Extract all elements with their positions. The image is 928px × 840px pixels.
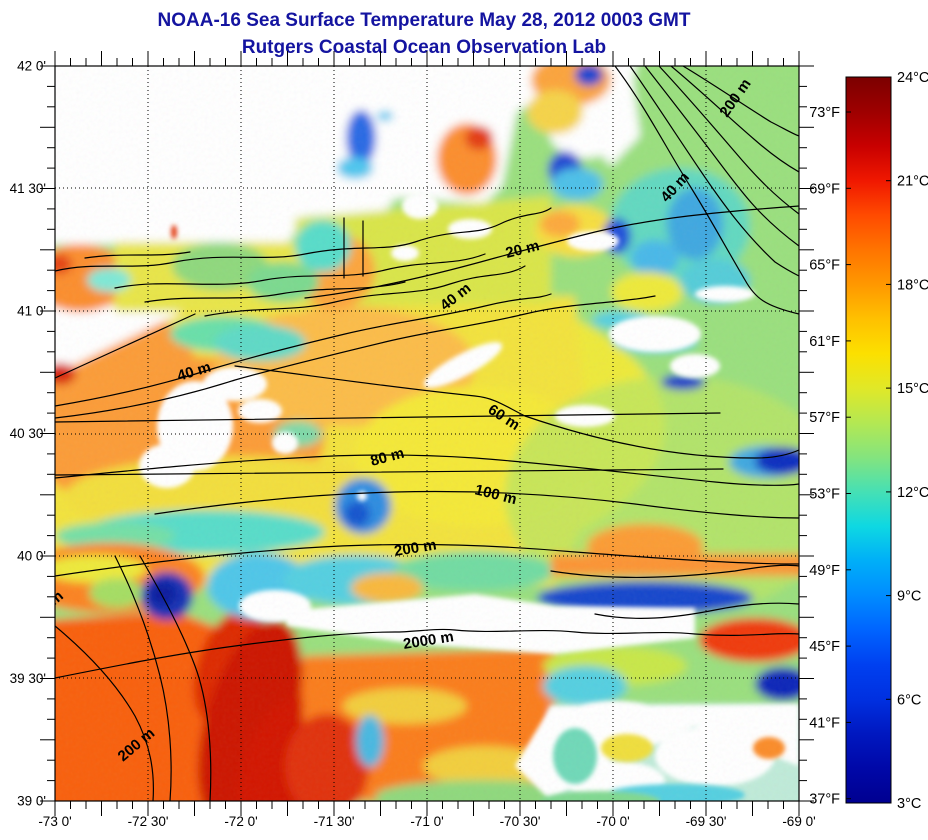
svg-text:-70 30': -70 30' (500, 814, 541, 829)
svg-text:41°F: 41°F (809, 715, 840, 731)
svg-text:49°F: 49°F (809, 563, 840, 579)
svg-text:24°C: 24°C (897, 70, 928, 86)
svg-text:39 0': 39 0' (17, 794, 46, 809)
svg-text:21°C: 21°C (897, 174, 928, 190)
svg-text:37°F: 37°F (809, 792, 840, 808)
svg-text:-72 0': -72 0' (224, 814, 257, 829)
svg-text:3°C: 3°C (897, 796, 921, 812)
svg-text:Rutgers Coastal Ocean Observat: Rutgers Coastal Ocean Observation Lab (242, 37, 606, 58)
svg-text:53°F: 53°F (809, 487, 840, 503)
svg-text:40 0': 40 0' (17, 549, 46, 564)
svg-text:61°F: 61°F (809, 334, 840, 350)
svg-text:NOAA-16 Sea Surface Temperatur: NOAA-16 Sea Surface Temperature May 28, … (158, 10, 691, 31)
svg-text:42 0': 42 0' (17, 59, 46, 74)
svg-text:-70 0': -70 0' (596, 814, 629, 829)
svg-text:200 m: 200 m (393, 537, 438, 560)
svg-text:-73 0': -73 0' (38, 814, 71, 829)
svg-text:39 30': 39 30' (10, 671, 46, 686)
svg-text:12°C: 12°C (897, 485, 928, 501)
svg-text:-72 30': -72 30' (128, 814, 169, 829)
svg-text:15°C: 15°C (897, 381, 928, 397)
svg-text:-69 0': -69 0' (782, 814, 815, 829)
svg-text:18°C: 18°C (897, 277, 928, 293)
svg-text:41 0': 41 0' (17, 304, 46, 319)
svg-text:6°C: 6°C (897, 692, 921, 708)
svg-text:41 30': 41 30' (10, 181, 46, 196)
svg-text:57°F: 57°F (809, 410, 840, 426)
svg-text:40 30': 40 30' (10, 426, 46, 441)
svg-text:9°C: 9°C (897, 589, 921, 605)
svg-text:m: m (46, 587, 67, 609)
svg-text:69°F: 69°F (809, 181, 840, 197)
svg-text:-69 30': -69 30' (686, 814, 727, 829)
svg-text:65°F: 65°F (809, 258, 840, 274)
svg-text:45°F: 45°F (809, 639, 840, 655)
svg-text:-71 30': -71 30' (314, 814, 355, 829)
svg-text:-71 0': -71 0' (410, 814, 443, 829)
svg-text:73°F: 73°F (809, 105, 840, 121)
